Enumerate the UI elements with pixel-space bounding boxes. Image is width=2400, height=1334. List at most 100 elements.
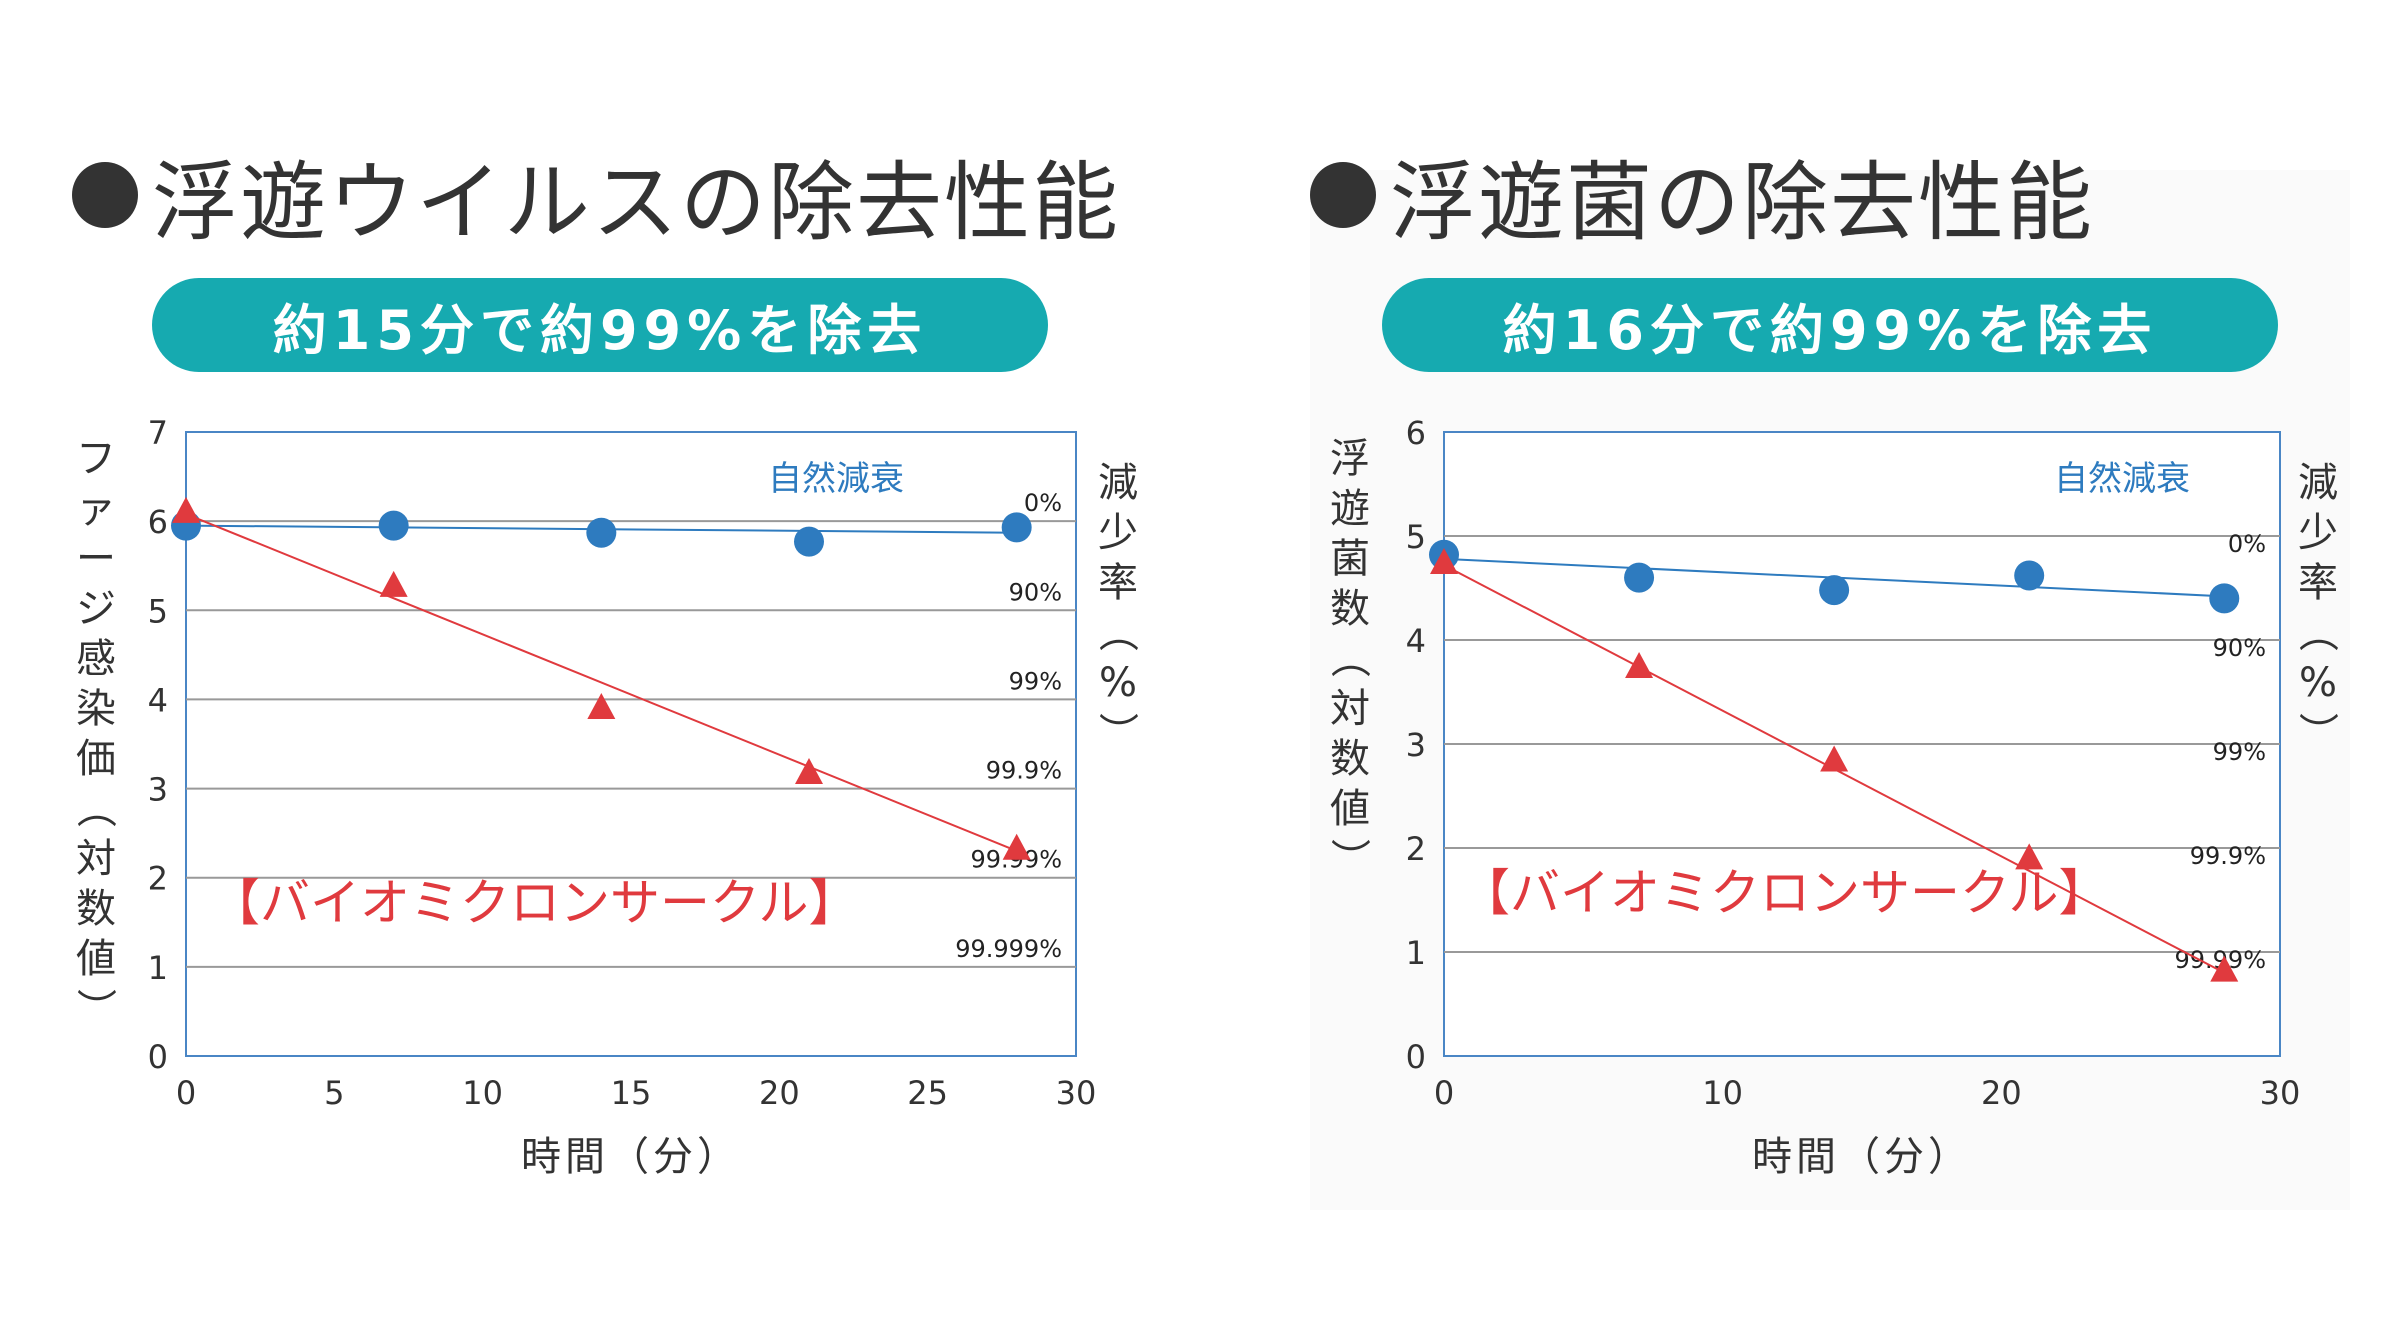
y-axis-label-char: 対 — [1330, 686, 1370, 732]
y-axis-label-char: 対 — [76, 836, 116, 882]
y-axis-label-char: フ — [76, 436, 116, 482]
y-tick-label: 6 — [1406, 414, 1426, 452]
x-tick-label: 5 — [324, 1074, 344, 1112]
y-tick-label: 3 — [148, 771, 168, 809]
y2-axis-label-char: % — [2299, 660, 2337, 706]
x-tick-label: 30 — [2260, 1074, 2301, 1112]
x-tick-label: 20 — [1981, 1074, 2022, 1112]
data-point-product — [1002, 833, 1031, 860]
y2-axis-label-char: 少 — [1098, 510, 1138, 556]
y-axis-label-char: 数 — [76, 886, 116, 932]
reduction-label: 90% — [2213, 634, 2266, 662]
y-tick-label: 2 — [148, 860, 168, 898]
chart-title-virus: 浮遊ウイルスの除去性能 — [72, 132, 1120, 257]
trend-line-product — [185, 513, 1018, 852]
x-tick-label: 20 — [759, 1074, 800, 1112]
reduction-label: 0% — [1024, 489, 1062, 517]
data-point-product — [1430, 547, 1458, 574]
y-axis-label-char: 価 — [76, 736, 116, 782]
x-axis-label: 時間（分） — [1752, 1134, 1972, 1180]
y-axis-label-char: ） — [72, 988, 118, 1028]
result-banner-bacteria: 約16分で約99%を除去 — [1382, 278, 2278, 372]
y-tick-label: 0 — [148, 1038, 168, 1076]
data-point-product — [1625, 651, 1654, 678]
data-point-product — [1820, 745, 1849, 772]
legend-natural-decay: 自然減衰 — [2054, 459, 2190, 499]
data-point-product — [587, 692, 616, 719]
y-axis-label-char: 遊 — [1330, 486, 1370, 532]
chart-title-text: 浮遊ウイルスの除去性能 — [152, 153, 1120, 253]
y-axis-label-char: 数 — [1330, 586, 1370, 632]
y2-axis-label-char: 率 — [2298, 560, 2338, 606]
data-point-natural — [2014, 560, 2045, 591]
plot-frame — [185, 431, 1077, 1057]
y-tick-label: 4 — [148, 681, 168, 719]
bullet-icon — [72, 161, 138, 228]
chart-panel-bacteria: 浮遊菌の除去性能 約16分で約99%を除去 0 1 2 3 4 5 6 0 10 20 30 0% 90… — [1200, 0, 2400, 1334]
x-tick-label: 10 — [462, 1074, 503, 1112]
chart-panel-virus: 浮遊ウイルスの除去性能 約15分で約99%を除去 0 1 2 3 4 5 6 7 0 5 10 15 2… — [72, 132, 1140, 1180]
legend-product: 【バイオミクロンサークル】 — [210, 874, 859, 932]
y-axis-label-char: ） — [1326, 838, 1372, 878]
y2-axis-label-char: 減 — [1098, 460, 1138, 506]
x-tick-label: 15 — [611, 1074, 652, 1112]
y-axis-label-char: （ — [72, 788, 118, 828]
x-axis-label: 時間（分） — [521, 1134, 741, 1180]
y-axis-label-char: ー — [76, 536, 116, 582]
y-tick-label: 6 — [148, 503, 168, 541]
data-point-natural — [794, 526, 824, 557]
chart-title-bacteria: 浮遊菌の除去性能 — [1310, 132, 2094, 257]
data-point-natural — [1624, 562, 1655, 593]
x-tick-label: 30 — [1056, 1074, 1097, 1112]
data-point-natural — [378, 510, 409, 541]
data-point-natural — [2209, 583, 2240, 614]
chart-title-text: 浮遊菌の除去性能 — [1390, 153, 2094, 253]
y-tick-label: 4 — [1406, 622, 1426, 660]
y2-axis-label-char: 率 — [1098, 560, 1138, 606]
y-axis-label-char: 染 — [76, 686, 116, 732]
y-tick-label: 1 — [148, 949, 168, 987]
y-tick-label: 5 — [148, 592, 168, 630]
data-point-natural — [586, 517, 617, 548]
reduction-label: 99.999% — [955, 935, 1062, 963]
y2-axis-label-char: （ — [1094, 612, 1140, 652]
bullet-icon — [1310, 161, 1376, 228]
y-axis-label-char: 値 — [76, 936, 116, 982]
y-axis-label-char: ァ — [76, 486, 116, 532]
x-tick-label: 0 — [176, 1074, 196, 1112]
x-tick-label: 0 — [1434, 1074, 1454, 1112]
reduction-label: 99.9% — [2190, 842, 2266, 870]
x-tick-label: 10 — [1702, 1074, 1743, 1112]
y-axis-label-char: 浮 — [1330, 436, 1370, 482]
y-tick-label: 5 — [1406, 518, 1426, 556]
reduction-label: 99% — [1009, 667, 1062, 695]
y-axis-label-char: 値 — [1330, 786, 1370, 832]
data-point-product — [2015, 843, 2044, 870]
reduction-label: 99% — [2213, 738, 2266, 766]
data-point-product — [2210, 955, 2239, 982]
chart-plot-virus: 012345670510152025300%90%99%99.9%99.99%9… — [72, 414, 1140, 1180]
y2-axis-label-char: ） — [2294, 712, 2340, 752]
y-axis-label-char: 数 — [1330, 736, 1370, 782]
data-point-natural — [1001, 512, 1032, 543]
result-banner-virus: 約15分で約99%を除去 — [152, 278, 1048, 372]
y-tick-label: 3 — [1406, 726, 1426, 764]
y2-axis-label-char: 減 — [2298, 460, 2338, 506]
y-tick-label: 0 — [1406, 1038, 1426, 1076]
legend-product: 【バイオミクロンサークル】 — [1460, 864, 2109, 922]
reduction-label: 99.9% — [986, 757, 1062, 785]
y-tick-label: 7 — [148, 414, 168, 452]
data-point-product — [172, 496, 200, 523]
y-axis-label-char: （ — [1326, 638, 1372, 678]
reduction-label: 90% — [1009, 578, 1062, 606]
y-tick-label: 2 — [1406, 830, 1426, 868]
y-axis-label-char: 感 — [76, 636, 116, 682]
y-axis-label-char: 菌 — [1330, 536, 1370, 582]
legend-natural-decay: 自然減衰 — [768, 459, 904, 499]
data-point-product — [795, 758, 823, 785]
y2-axis-label-char: （ — [2294, 612, 2340, 652]
x-tick-label: 25 — [907, 1074, 948, 1112]
y-axis-label-char: ジ — [76, 586, 116, 632]
data-point-product — [379, 570, 408, 597]
